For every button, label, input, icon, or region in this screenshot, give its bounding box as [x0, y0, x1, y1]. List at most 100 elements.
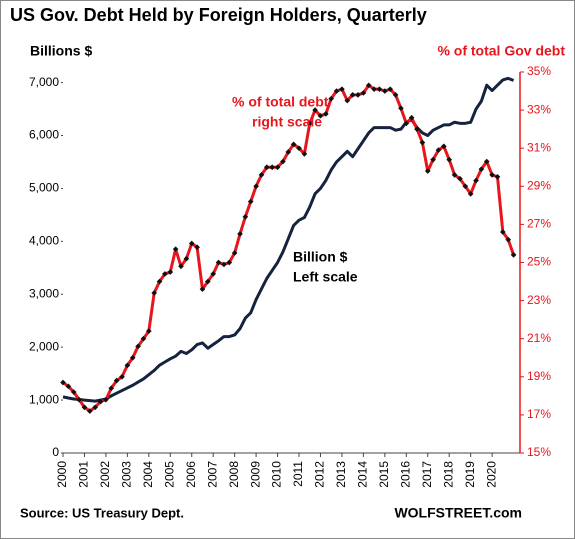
- marker: [333, 88, 340, 94]
- marker: [355, 92, 361, 98]
- x-tick-label: 2003: [120, 461, 134, 488]
- y-tick-label: 4,000: [29, 234, 59, 248]
- marker: [446, 156, 453, 163]
- marker: [296, 145, 302, 152]
- y-axis-label: Billions $: [30, 43, 92, 59]
- x-tick-label: 2020: [484, 461, 498, 488]
- marker: [145, 328, 152, 334]
- x-tick-label: 2018: [441, 461, 455, 488]
- marker: [237, 231, 243, 237]
- x-tick-label: 2005: [162, 461, 176, 488]
- marker: [247, 198, 254, 205]
- marker: [97, 398, 104, 405]
- credit: WOLFSTREET.com: [394, 505, 522, 521]
- marker: [290, 141, 297, 148]
- annotation: right scale: [252, 114, 322, 130]
- marker: [258, 172, 265, 178]
- marker: [167, 269, 174, 275]
- marker: [285, 149, 292, 155]
- marker: [451, 172, 458, 178]
- marker: [489, 172, 495, 178]
- marker: [408, 114, 415, 121]
- marker: [269, 164, 276, 171]
- marker: [215, 259, 222, 266]
- marker: [328, 95, 335, 102]
- x-tick-label: 2017: [420, 461, 434, 488]
- marker: [263, 164, 270, 171]
- marker: [108, 385, 115, 392]
- x-tick-label: 2000: [55, 461, 69, 488]
- marker: [306, 120, 313, 127]
- x-tick-label: 2012: [313, 461, 327, 488]
- marker: [92, 404, 99, 411]
- x-tick-label: 2013: [334, 461, 348, 488]
- y-tick-label: 5,000: [29, 181, 59, 195]
- marker: [376, 86, 383, 92]
- marker: [188, 240, 195, 247]
- series-line: [62, 76, 515, 403]
- marker: [221, 261, 227, 268]
- marker: [323, 111, 329, 117]
- marker: [70, 389, 77, 395]
- marker: [226, 259, 233, 266]
- y-tick-label: 0: [52, 445, 59, 459]
- marker: [204, 278, 211, 285]
- y2-tick-label: 35%: [527, 64, 551, 78]
- marker: [199, 286, 206, 292]
- marker: [457, 175, 463, 182]
- marker: [382, 88, 388, 94]
- y-tick-label: 3,000: [29, 286, 59, 300]
- x-tick-label: 2015: [377, 461, 391, 488]
- y-tick-label: 7,000: [29, 75, 59, 89]
- x-tick-label: 2006: [184, 461, 198, 488]
- marker: [135, 343, 141, 350]
- marker: [280, 158, 286, 165]
- chart-title: US Gov. Debt Held by Foreign Holders, Qu…: [10, 5, 427, 25]
- marker: [81, 404, 88, 411]
- y2-tick-label: 21%: [527, 331, 551, 345]
- x-tick-label: 2001: [77, 461, 91, 488]
- marker: [124, 362, 131, 369]
- marker: [151, 290, 158, 296]
- marker: [473, 177, 479, 184]
- marker: [494, 173, 501, 180]
- marker: [344, 97, 351, 104]
- x-tick-label: 2011: [291, 461, 305, 487]
- marker: [172, 246, 179, 252]
- marker: [242, 213, 249, 220]
- marker: [103, 396, 109, 403]
- annotation: Left scale: [293, 269, 358, 285]
- y-tick-label: 1,000: [29, 392, 59, 406]
- marker: [162, 271, 168, 277]
- marker: [387, 86, 394, 92]
- marker: [210, 271, 217, 277]
- marker: [403, 120, 410, 127]
- marker: [430, 156, 436, 163]
- marker: [424, 168, 431, 174]
- marker: [178, 263, 184, 270]
- x-tick-label: 2007: [205, 461, 219, 488]
- marker: [505, 236, 512, 243]
- x-tick-label: 2008: [227, 461, 241, 488]
- marker: [483, 158, 490, 165]
- x-tick-label: 2016: [398, 461, 412, 488]
- marker: [194, 244, 200, 251]
- marker: [301, 151, 308, 157]
- y2-tick-label: 27%: [527, 217, 551, 231]
- marker: [441, 143, 447, 150]
- x-tick-label: 2014: [356, 461, 370, 488]
- marker: [317, 112, 324, 119]
- y2-tick-label: 29%: [527, 178, 551, 192]
- marker: [231, 250, 238, 256]
- marker: [65, 383, 72, 390]
- x-tick-label: 2002: [98, 461, 112, 488]
- marker: [462, 183, 469, 190]
- y2-tick-label: 33%: [527, 102, 551, 116]
- x-tick-label: 2009: [248, 461, 262, 488]
- marker: [183, 255, 190, 262]
- marker: [156, 278, 163, 285]
- marker: [129, 354, 136, 361]
- marker: [467, 191, 474, 197]
- marker: [113, 377, 120, 384]
